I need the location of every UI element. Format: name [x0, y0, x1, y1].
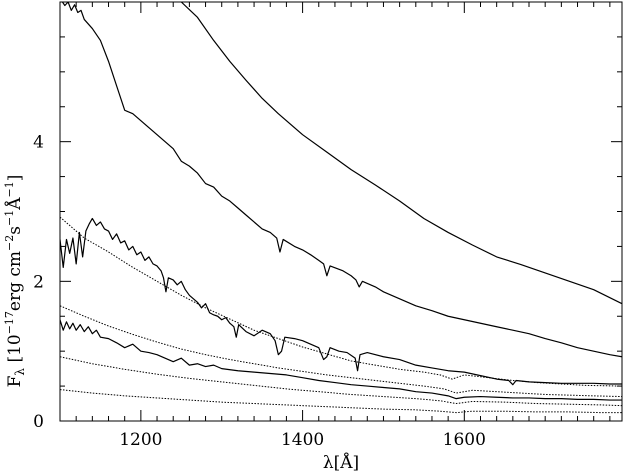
y-label-exp1: −17	[3, 311, 16, 334]
series-line-1	[180, 2, 622, 305]
series-line-5	[60, 216, 622, 387]
x-tick-label: 1600	[443, 430, 486, 450]
series-line-4	[60, 319, 622, 401]
y-label-open: [10	[5, 334, 25, 368]
y-label-exp4: −1	[3, 181, 16, 197]
y-axis-label: Fλ [10−17erg cm−2s−1Å−1]	[3, 175, 27, 388]
series-line-8	[60, 389, 622, 414]
y-label-prefix: F	[5, 375, 25, 387]
tick-layer	[59, 1, 622, 422]
y-label-exp3: −1	[3, 210, 16, 226]
plot-frame	[59, 1, 623, 422]
x-tick-labels: 1200 1400 1600	[119, 430, 486, 450]
y-label-mid2: s	[5, 226, 25, 235]
y-label-mid1: erg cm	[5, 251, 25, 311]
x-axis-label: λ[Å]	[323, 452, 359, 473]
series-line-6	[60, 305, 622, 398]
y-label-exp2: −2	[3, 235, 16, 251]
y-label-subscript: λ	[13, 368, 27, 376]
x-tick-label: 1200	[119, 430, 162, 450]
y-label-mid3: Å	[4, 197, 25, 211]
series-line-3	[60, 217, 622, 386]
series-line-2	[61, 2, 622, 358]
y-tick-label: 4	[33, 133, 44, 153]
series-line-7	[60, 356, 622, 407]
y-tick-labels: 0 2 4	[33, 133, 44, 432]
y-tick-label: 2	[33, 272, 44, 292]
x-tick-label: 1400	[281, 430, 324, 450]
y-tick-label: 0	[33, 412, 44, 432]
series-layer	[60, 2, 622, 414]
y-label-close: ]	[5, 175, 25, 182]
